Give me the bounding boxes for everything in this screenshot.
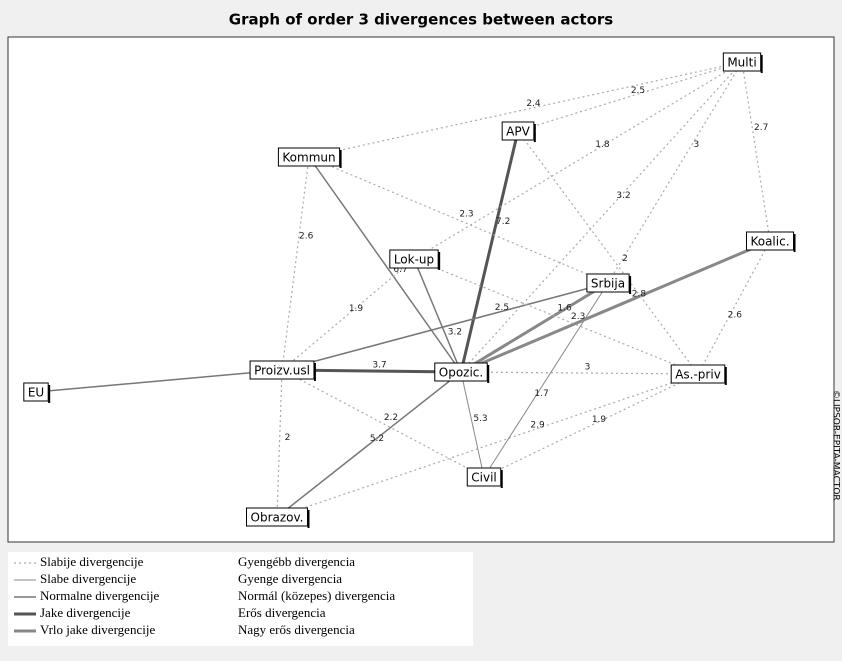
edge-label: 2.7	[754, 123, 768, 133]
legend-label: Vrlo jake divergencije	[40, 622, 155, 637]
legend-label: Normalne divergencije	[40, 588, 159, 603]
edge-label: 2.4	[526, 99, 541, 109]
edge	[276, 371, 462, 518]
node-shadow	[307, 510, 310, 528]
node-label: Obrazov.	[251, 511, 304, 525]
legend-label: Jake divergencije	[40, 605, 131, 620]
edge	[459, 130, 520, 373]
edge-label: 2.6	[728, 310, 743, 320]
node-shadow	[760, 55, 763, 73]
edge	[697, 240, 771, 375]
node-label: Lok-up	[394, 253, 434, 267]
edge-label: 2.8	[632, 289, 647, 299]
node-shadow	[500, 470, 503, 488]
node-shadow	[533, 124, 536, 142]
edge-label: 1.8	[595, 140, 610, 150]
edge	[413, 61, 743, 260]
node-shadow	[48, 385, 51, 403]
edge-label: 1.6	[557, 304, 572, 314]
edge-label: 2	[622, 254, 628, 264]
node-label: Srbija	[591, 277, 625, 291]
edge	[35, 369, 283, 393]
edge	[281, 369, 485, 478]
node-label: EU	[28, 386, 44, 400]
node-label: As.-priv	[675, 368, 721, 382]
legend-box	[8, 552, 473, 646]
edge-label: 3.2	[616, 191, 630, 201]
node-shadow	[313, 363, 316, 381]
edge	[281, 282, 609, 371]
edge-label: 3	[694, 140, 700, 150]
node-shadow	[724, 367, 727, 385]
edge-label: 5.3	[473, 414, 487, 424]
node-label: Civil	[471, 471, 496, 485]
edge-label: 2.3	[571, 312, 585, 322]
edge	[308, 61, 743, 158]
edge-label: 3.2	[448, 328, 462, 338]
edge-label: 3.7	[372, 361, 386, 371]
node-label: Opozic.	[439, 366, 483, 380]
edge	[308, 156, 462, 373]
node-shadow	[793, 234, 796, 252]
legend-label: Gyengébb divergencia	[238, 554, 355, 569]
title: Graph of order 3 divergences between act…	[229, 11, 614, 29]
node-shadow	[487, 365, 490, 383]
edge	[517, 61, 743, 132]
edge	[741, 61, 771, 242]
edge	[460, 281, 609, 374]
edge	[607, 61, 743, 284]
edge-label: 1.9	[349, 304, 364, 314]
edge	[281, 156, 310, 371]
edge-label: 2	[285, 433, 291, 443]
edge	[517, 130, 699, 375]
node-shadow	[629, 276, 632, 294]
edge	[276, 373, 699, 518]
edge-label: 2.3	[459, 210, 473, 220]
edge	[483, 282, 609, 478]
node-label: Proizv.usl	[254, 364, 310, 378]
node-label: APV	[506, 125, 530, 139]
node-label: Koalic.	[750, 235, 789, 249]
edge-label: 2.6	[299, 232, 314, 242]
edge	[413, 258, 462, 373]
edge	[413, 258, 699, 375]
node-label: Multi	[727, 56, 756, 70]
edge-label: 1.7	[534, 389, 548, 399]
edge-label: 3	[585, 363, 591, 373]
edge	[308, 156, 609, 284]
legend-label: Gyenge divergencia	[238, 571, 342, 586]
edge-label: 1.9	[592, 415, 607, 425]
edge-label: 2.2	[384, 413, 398, 423]
legend-label: Erős divergencia	[238, 605, 326, 620]
edge-label: 2.9	[530, 421, 545, 431]
legend-label: Normál (közepes) divergencia	[238, 588, 395, 603]
edge	[460, 371, 485, 478]
edge-label: 5.2	[370, 434, 384, 444]
edge-label: 7.2	[496, 217, 510, 227]
copyright: ©LIPSOR-EPITA-MACTOR	[831, 390, 841, 501]
legend-label: Slabe divergencije	[40, 571, 136, 586]
edge	[460, 239, 771, 374]
node-shadow	[339, 150, 342, 168]
legend-label: Nagy erős divergencia	[238, 622, 355, 637]
legend-label: Slabije divergencije	[40, 554, 144, 569]
node-label: Kommun	[282, 151, 335, 165]
node-shadow	[438, 252, 441, 270]
edge-label: 2.5	[495, 303, 509, 313]
frame	[7, 36, 835, 543]
edge-label: 2.5	[631, 86, 645, 96]
edge	[281, 258, 415, 371]
